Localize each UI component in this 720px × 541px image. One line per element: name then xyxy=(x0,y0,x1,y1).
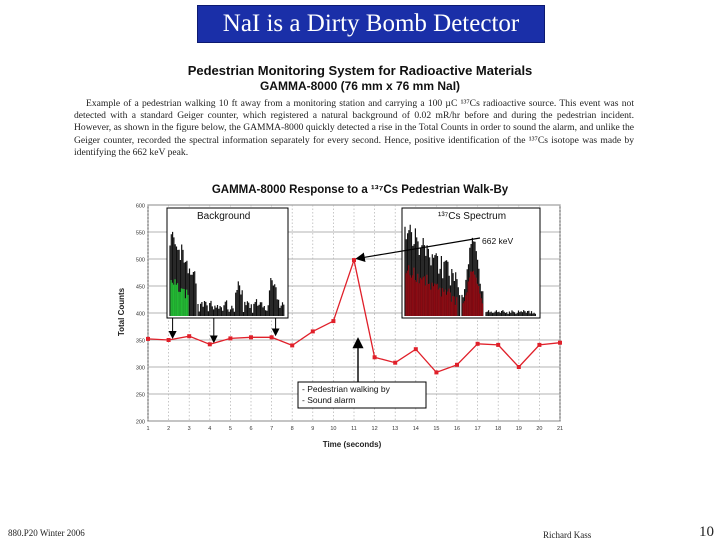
annotation-line-2: - Sound alarm xyxy=(302,395,355,405)
x-tick-label: 9 xyxy=(311,426,314,432)
y-tick-label: 450 xyxy=(136,285,145,291)
x-tick-label: 1 xyxy=(146,426,149,432)
x-tick-label: 12 xyxy=(372,426,378,432)
data-point xyxy=(455,362,459,367)
background-tail xyxy=(197,278,285,316)
background-inset-label: Background xyxy=(197,211,250,222)
x-tick-label: 4 xyxy=(208,426,211,432)
data-point xyxy=(558,340,562,345)
chart-series xyxy=(146,257,562,375)
data-point xyxy=(372,355,377,360)
data-point xyxy=(269,335,274,340)
data-point xyxy=(516,365,521,369)
cs-spectrum-peak-fill xyxy=(462,270,484,316)
x-tick-label: 18 xyxy=(495,426,501,432)
data-point xyxy=(187,334,192,339)
data-point xyxy=(290,343,295,348)
slide-title: NaI is a Dirty Bomb Detector xyxy=(197,5,545,43)
y-axis-label: Total Counts xyxy=(117,287,126,336)
x-tick-label: 20 xyxy=(536,426,542,432)
data-point xyxy=(310,329,315,334)
author-footer: Richard Kass xyxy=(543,530,592,540)
y-tick-label: 200 xyxy=(136,420,145,426)
data-point xyxy=(393,360,398,365)
data-point xyxy=(207,342,212,347)
background-green-spectrum xyxy=(170,279,189,316)
data-point xyxy=(537,342,542,347)
y-tick-label: 400 xyxy=(136,312,145,318)
x-tick-label: 3 xyxy=(188,426,191,432)
data-point xyxy=(331,319,336,324)
x-tick-label: 14 xyxy=(413,426,419,432)
data-point xyxy=(496,342,501,347)
x-tick-label: 5 xyxy=(229,426,232,432)
figure-header: Pedestrian Monitoring System for Radioac… xyxy=(187,63,533,78)
y-tick-label: 600 xyxy=(136,204,145,210)
annotation-line-1: - Pedestrian walking by xyxy=(302,384,391,394)
data-point xyxy=(249,335,253,340)
course-footer: 880.P20 Winter 2006 xyxy=(8,528,85,538)
x-tick-label: 11 xyxy=(351,426,357,432)
data-point xyxy=(228,336,233,341)
y-tick-label: 300 xyxy=(136,366,145,372)
x-tick-label: 2 xyxy=(167,426,170,432)
data-point xyxy=(146,336,150,341)
x-axis-label: Time (seconds) xyxy=(323,440,382,449)
page-number: 10 xyxy=(699,524,714,540)
figure-subheader: GAMMA-8000 (76 mm x 76 mm NaI) xyxy=(259,79,461,93)
x-tick-label: 8 xyxy=(291,426,294,432)
x-tick-label: 16 xyxy=(454,426,460,432)
annotation-box xyxy=(297,381,427,409)
x-tick-label: 17 xyxy=(475,426,481,432)
x-tick-label: 7 xyxy=(270,426,273,432)
spectrum-inset-label: ¹³⁷Cs Spectrum xyxy=(438,211,506,222)
x-tick-label: 15 xyxy=(433,426,439,432)
description-paragraph: Example of a pedestrian walking 10 ft aw… xyxy=(74,98,634,159)
data-point xyxy=(434,370,439,375)
spectrum-peak-label: 662 keV xyxy=(482,236,514,246)
data-point xyxy=(352,258,356,263)
x-tick-label: 6 xyxy=(249,426,252,432)
cs-spectrum-fill xyxy=(405,265,458,316)
y-tick-label: 250 xyxy=(136,393,145,399)
data-point xyxy=(166,338,171,342)
chart-insets: Background ¹³⁷Cs Spectrum 662 keV - Pedestr… xyxy=(166,207,541,409)
y-tick-label: 500 xyxy=(136,258,145,264)
y-tick-label: 550 xyxy=(136,231,145,237)
x-tick-label: 21 xyxy=(557,426,563,432)
y-tick-label: 350 xyxy=(136,339,145,345)
spectrum-pointer-arrow xyxy=(355,237,481,263)
x-tick-label: 13 xyxy=(392,426,398,432)
cs-spectrum-tail xyxy=(485,310,536,316)
data-point xyxy=(475,341,480,346)
data-point xyxy=(413,347,418,352)
x-tick-label: 19 xyxy=(516,426,522,432)
description-text: Example of a pedestrian walking 10 ft aw… xyxy=(74,98,634,158)
chart-title: GAMMA-8000 Response to a ¹³⁷Cs Pedestria… xyxy=(211,184,509,196)
x-tick-label: 10 xyxy=(330,426,336,432)
